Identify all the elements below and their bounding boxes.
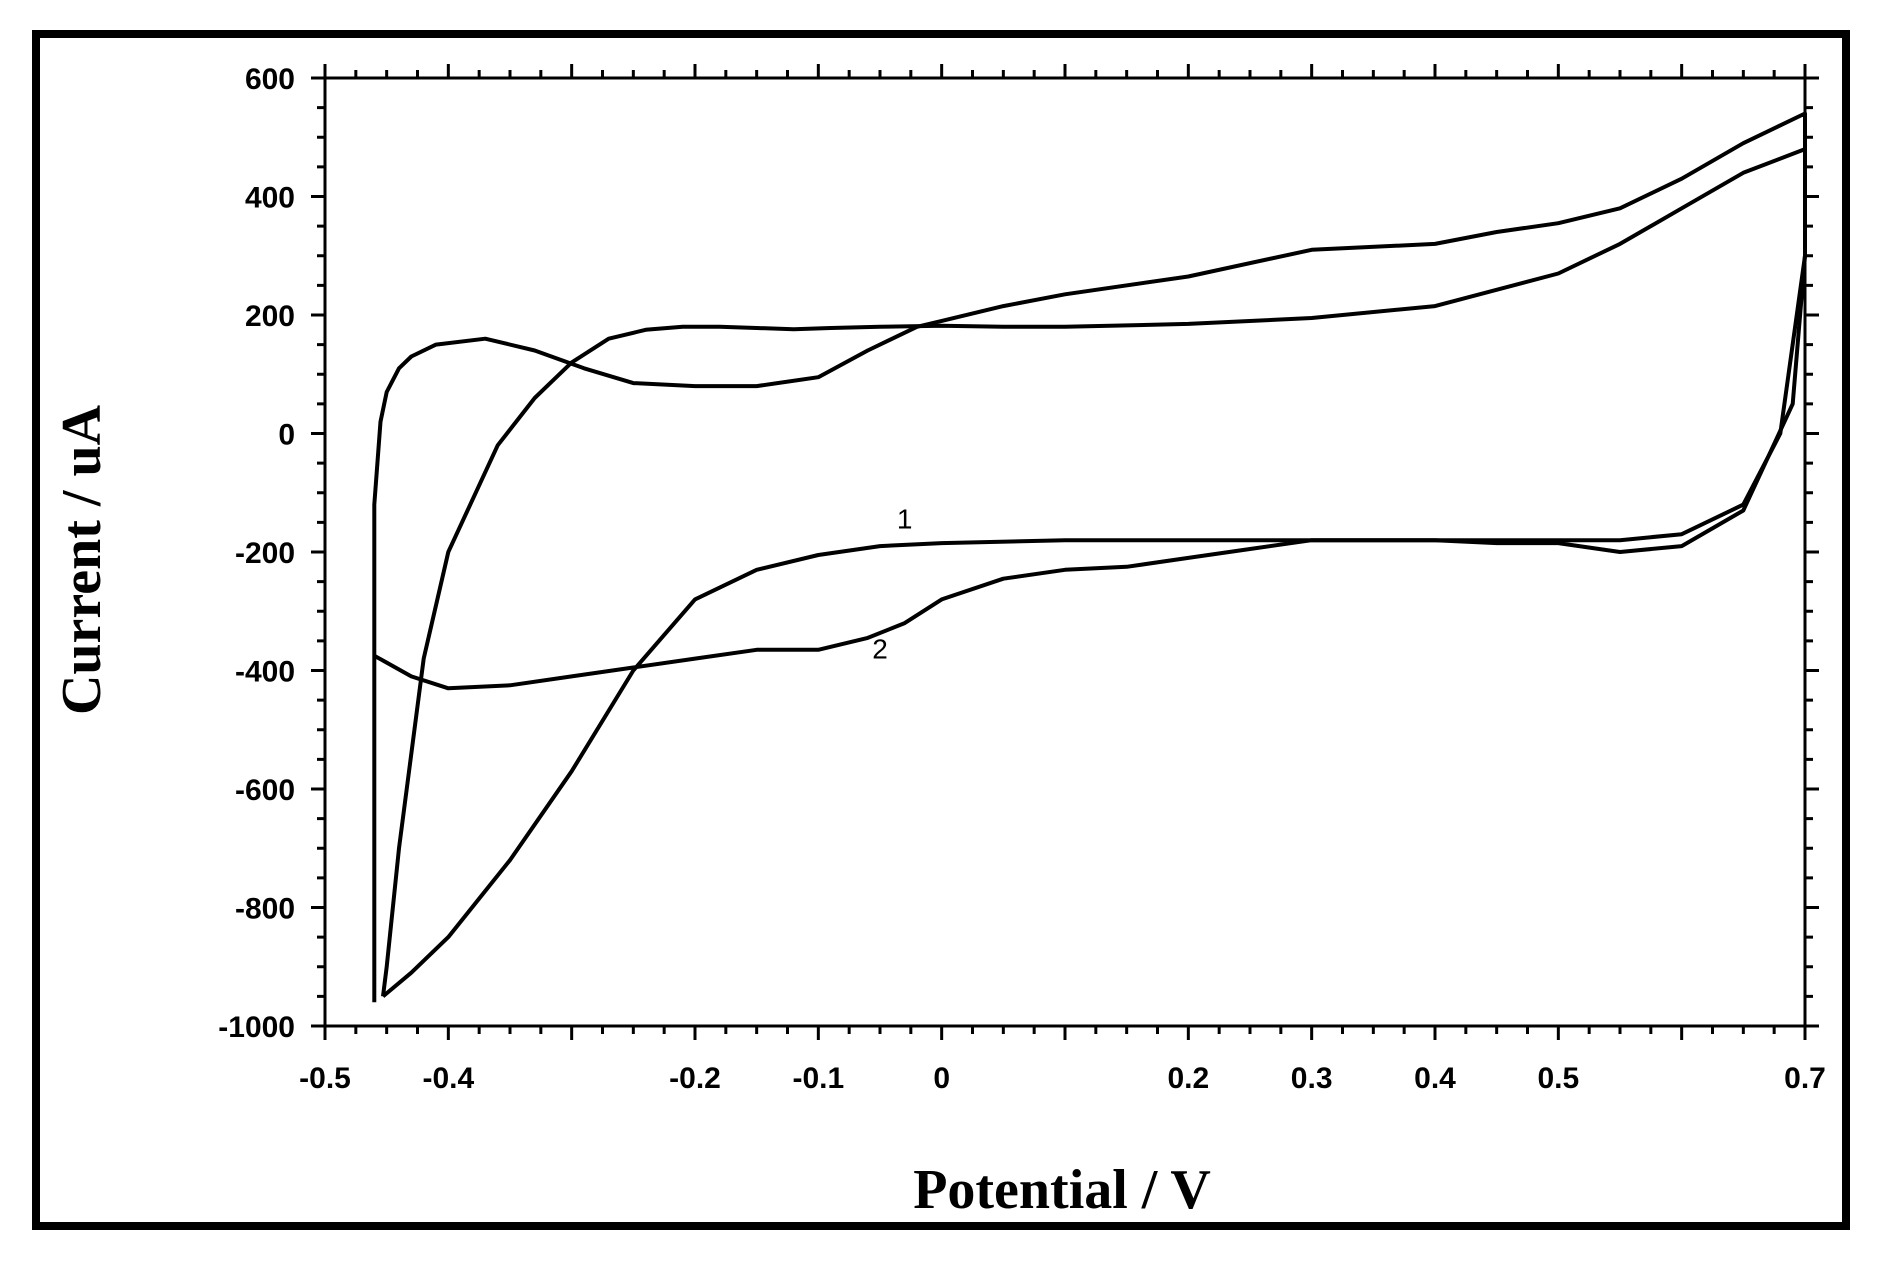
y-tick-label: -1000 bbox=[218, 1011, 295, 1044]
plot-border bbox=[323, 76, 1807, 1028]
axes bbox=[323, 76, 1807, 1028]
series bbox=[372, 111, 1807, 1003]
y-axis-title: Current / uA bbox=[51, 404, 113, 715]
x-tick-label: -0.5 bbox=[299, 1062, 351, 1095]
annotations: 12 bbox=[872, 503, 912, 664]
x-tick-label: 0.4 bbox=[1414, 1062, 1456, 1095]
y-tick-label: -800 bbox=[235, 893, 295, 926]
x-tick-label: -0.2 bbox=[669, 1062, 721, 1095]
y-tick-label: 200 bbox=[245, 300, 295, 333]
y-tick-label: 400 bbox=[245, 182, 295, 215]
x-tick-label: -0.1 bbox=[792, 1062, 844, 1095]
curve-label: 1 bbox=[897, 503, 913, 534]
curve-label: 2 bbox=[872, 634, 888, 665]
x-tick-label: 0.2 bbox=[1167, 1062, 1209, 1095]
tick-labels: -0.5 -0.4 -0.2 -0.1 0 0.2 0.3 0.4 0.5 0.760040020… bbox=[218, 63, 1826, 1095]
ticks bbox=[311, 64, 1819, 1040]
y-tick-label: -200 bbox=[235, 537, 295, 570]
cv-curve-2 bbox=[372, 111, 1807, 1003]
x-tick-label: 0.5 bbox=[1537, 1062, 1579, 1095]
cv-curve-1 bbox=[381, 147, 1807, 998]
x-axis-title: Potential / V bbox=[913, 1159, 1211, 1221]
x-tick-label: 0.7 bbox=[1784, 1062, 1826, 1095]
y-tick-label: 600 bbox=[245, 63, 295, 96]
y-tick-label: -600 bbox=[235, 774, 295, 807]
x-tick-label: -0.4 bbox=[422, 1062, 474, 1095]
y-tick-label: -400 bbox=[235, 656, 295, 689]
x-tick-label: 0 bbox=[933, 1062, 950, 1095]
x-tick-label: 0.3 bbox=[1291, 1062, 1333, 1095]
y-tick-label: 0 bbox=[278, 419, 295, 452]
